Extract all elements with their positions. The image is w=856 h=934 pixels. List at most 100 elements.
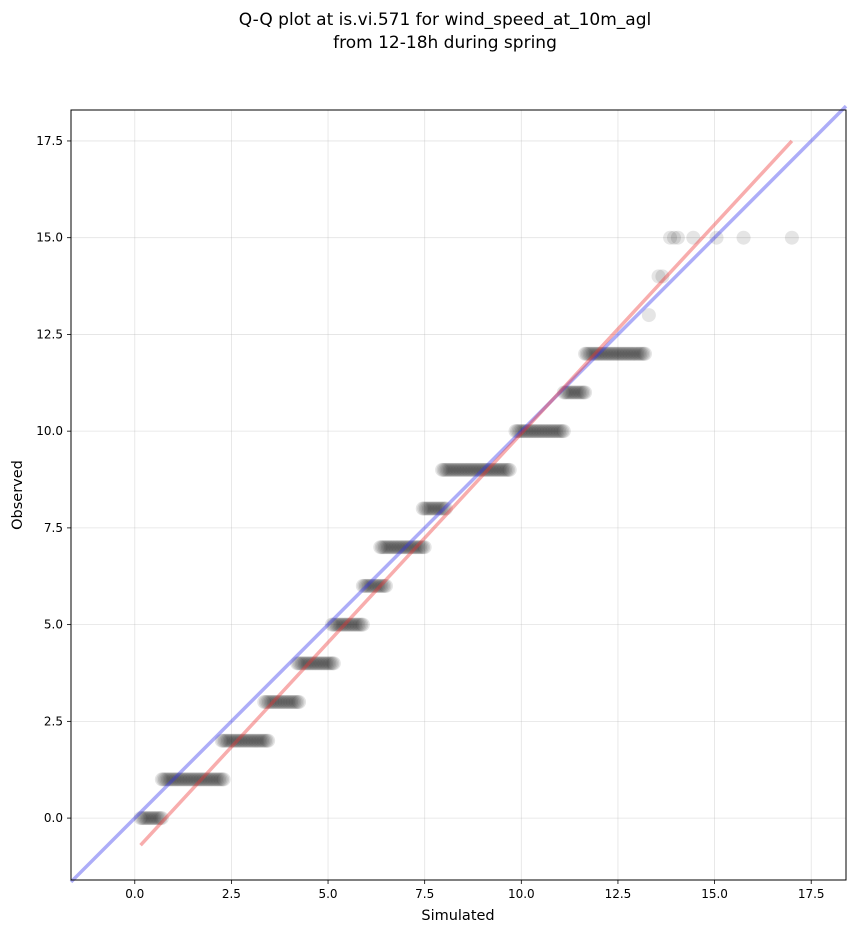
qq-point bbox=[173, 772, 188, 787]
qq-point bbox=[273, 695, 288, 710]
qq-point bbox=[438, 501, 453, 516]
qq-point bbox=[388, 540, 403, 555]
qq-point bbox=[245, 733, 260, 748]
qq-point bbox=[628, 346, 643, 361]
qq-point bbox=[212, 772, 227, 787]
qq-point bbox=[187, 772, 202, 787]
qq-point bbox=[638, 346, 653, 361]
qq-point bbox=[429, 501, 444, 516]
qq-point bbox=[341, 617, 356, 632]
qq-point bbox=[605, 346, 620, 361]
qq-point bbox=[405, 540, 420, 555]
qq-point bbox=[261, 733, 276, 748]
qq-point bbox=[558, 385, 573, 400]
qq-point bbox=[588, 346, 603, 361]
qq-point bbox=[686, 230, 701, 245]
qq-point bbox=[376, 540, 391, 555]
qq-point bbox=[458, 462, 473, 477]
qq-point bbox=[455, 462, 470, 477]
qq-point bbox=[564, 385, 579, 400]
qq-point bbox=[624, 346, 639, 361]
qq-point bbox=[285, 695, 300, 710]
qq-point bbox=[461, 462, 476, 477]
qq-point bbox=[365, 578, 380, 593]
qq-point bbox=[263, 695, 278, 710]
qq-point bbox=[182, 772, 197, 787]
qq-point bbox=[290, 656, 305, 671]
qq-point bbox=[305, 656, 320, 671]
qq-point bbox=[331, 617, 346, 632]
qq-point bbox=[393, 540, 408, 555]
x-tick-label: 15.0 bbox=[701, 887, 728, 901]
qq-point bbox=[369, 578, 384, 593]
qq-point bbox=[420, 501, 435, 516]
qq-point bbox=[709, 230, 724, 245]
qq-point bbox=[326, 617, 341, 632]
qq-point bbox=[611, 346, 626, 361]
qq-point bbox=[655, 269, 670, 284]
qq-point bbox=[308, 656, 323, 671]
gridlines bbox=[71, 110, 846, 880]
qq-point bbox=[165, 772, 180, 787]
qq-point bbox=[410, 540, 425, 555]
qq-point bbox=[627, 346, 642, 361]
qq-point bbox=[631, 346, 646, 361]
qq-point bbox=[491, 462, 506, 477]
qq-point bbox=[439, 462, 454, 477]
x-tick-label: 5.0 bbox=[318, 887, 337, 901]
qq-point bbox=[481, 462, 496, 477]
qq-point bbox=[533, 424, 548, 439]
qq-point bbox=[434, 501, 449, 516]
qq-point bbox=[413, 540, 428, 555]
qq-point bbox=[174, 772, 189, 787]
qq-point bbox=[216, 733, 231, 748]
qq-point bbox=[198, 772, 213, 787]
qq-point bbox=[351, 617, 366, 632]
qq-point bbox=[185, 772, 200, 787]
qq-point bbox=[622, 346, 637, 361]
qq-point bbox=[482, 462, 497, 477]
qq-point bbox=[621, 346, 636, 361]
qq-point bbox=[598, 346, 613, 361]
qq-point bbox=[593, 346, 608, 361]
fit-line bbox=[139, 139, 794, 847]
qq-point bbox=[196, 772, 211, 787]
qq-point bbox=[634, 346, 649, 361]
qq-point bbox=[310, 656, 325, 671]
qq-point bbox=[539, 424, 554, 439]
qq-point bbox=[258, 733, 273, 748]
qq-point bbox=[306, 656, 321, 671]
y-tick-label: 2.5 bbox=[44, 714, 63, 728]
qq-point bbox=[524, 424, 539, 439]
qq-point bbox=[441, 462, 456, 477]
qq-point bbox=[601, 346, 616, 361]
qq-point bbox=[151, 811, 166, 826]
qq-point bbox=[442, 462, 457, 477]
qq-point bbox=[453, 462, 468, 477]
qq-point bbox=[179, 772, 194, 787]
qq-point bbox=[153, 811, 168, 826]
qq-point bbox=[220, 733, 235, 748]
qq-point bbox=[555, 424, 570, 439]
qq-point bbox=[324, 617, 339, 632]
qq-point bbox=[202, 772, 217, 787]
qq-point bbox=[201, 772, 216, 787]
qq-point bbox=[355, 617, 370, 632]
y-tick-label: 15.0 bbox=[36, 231, 63, 245]
qq-point bbox=[616, 346, 631, 361]
y-axis-label: Observed bbox=[10, 460, 26, 530]
qq-point bbox=[590, 346, 605, 361]
qq-point bbox=[184, 772, 199, 787]
x-tick-label: 7.5 bbox=[415, 887, 434, 901]
qq-point bbox=[319, 656, 334, 671]
x-axis-label: Simulated bbox=[421, 908, 494, 924]
qq-point bbox=[338, 617, 353, 632]
qq-point bbox=[368, 578, 383, 593]
qq-point bbox=[501, 462, 516, 477]
qq-point bbox=[214, 733, 229, 748]
qq-point bbox=[396, 540, 411, 555]
qq-point bbox=[233, 733, 248, 748]
chart-title-line-2: from 12-18h during spring bbox=[333, 33, 557, 53]
qq-point bbox=[498, 462, 513, 477]
